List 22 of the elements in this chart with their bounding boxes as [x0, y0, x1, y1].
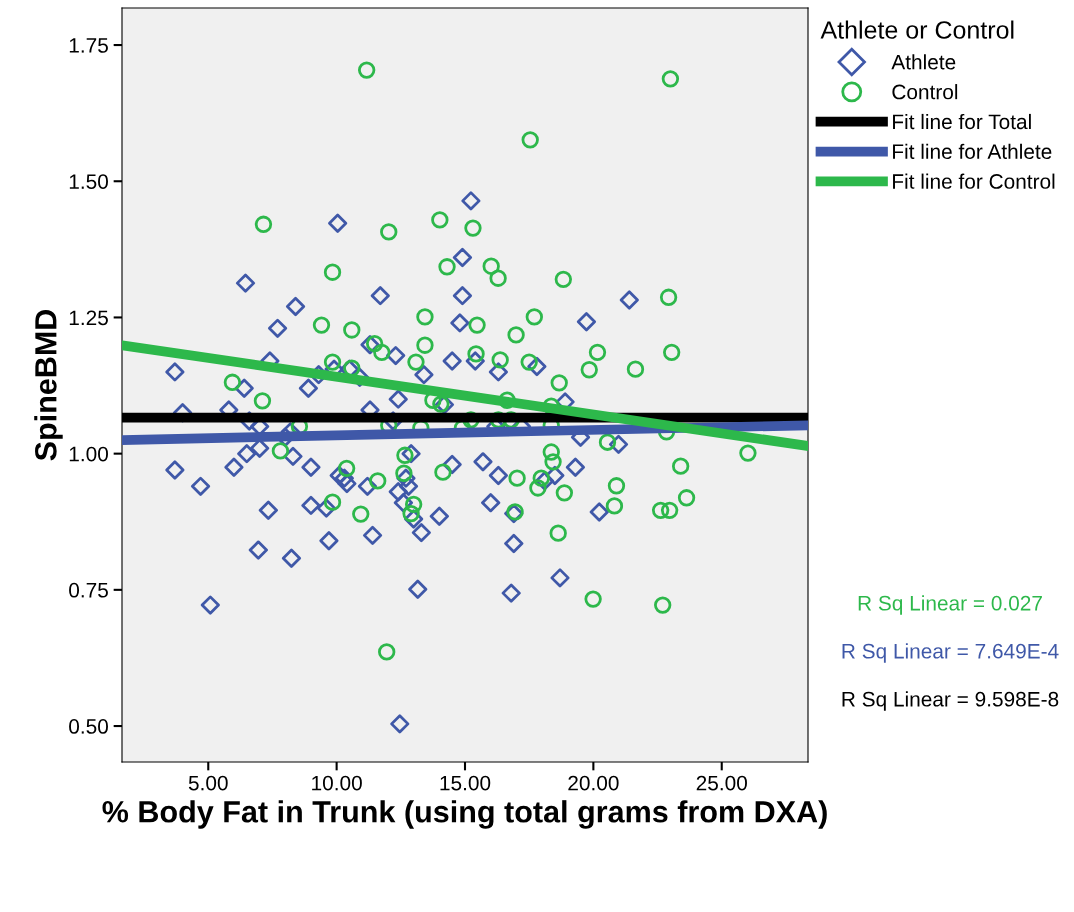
y-tick-label: 0.50	[69, 719, 108, 734]
x-axis-title: % Body Fat in Trunk (using total grams from DXA)	[102, 800, 827, 829]
x-tick-label: 5.00	[188, 775, 228, 791]
y-tick-label: 1.00	[69, 446, 108, 462]
text: R Sq Linear = 7.649E-4	[842, 643, 1059, 663]
y-axis-title: SpineBMD	[34, 309, 63, 461]
y-tick-label: 1.50	[69, 174, 108, 189]
y-tick-label: 1.75	[69, 38, 108, 53]
legend-label: Athlete	[891, 54, 956, 70]
text: R Sq Linear = 0.027	[858, 595, 1042, 615]
y-tick-label: 0.75	[69, 582, 108, 598]
text: R Sq Linear = 9.598E-8	[842, 691, 1059, 711]
x-tick-label: 15.00	[440, 775, 491, 791]
y-tick-label: 1.25	[69, 310, 108, 326]
x-tick-label: 20.00	[568, 775, 619, 791]
legend-label: Fit line for Athlete	[893, 143, 1052, 160]
legend-label: Fit line for Control	[893, 173, 1055, 189]
x-tick-label: 25.00	[696, 775, 747, 791]
legend-label: Control	[892, 84, 958, 100]
x-tick-label: 10.00	[312, 775, 362, 791]
legend-title: Athlete or Control	[820, 20, 1014, 39]
legend-label: Fit line for Total	[893, 113, 1031, 130]
